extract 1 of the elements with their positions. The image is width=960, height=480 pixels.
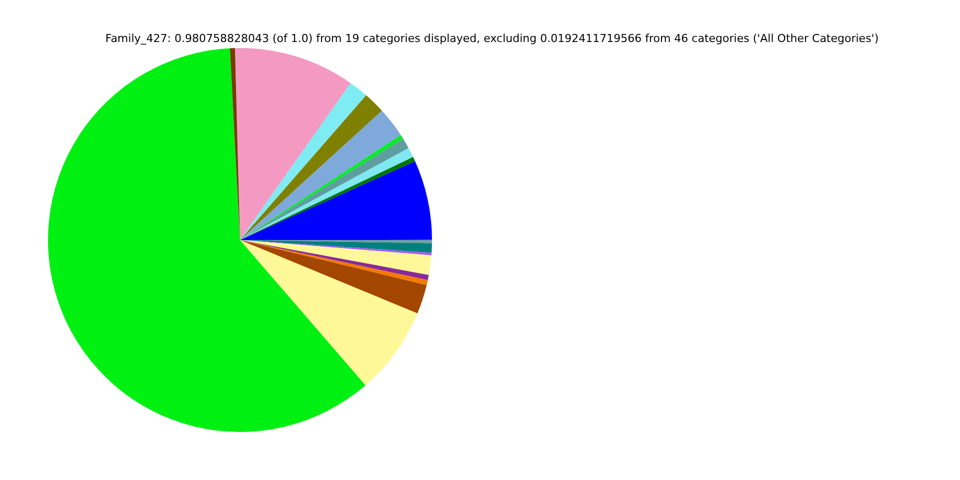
text: Family_427: 0.980758828043 (of 1.0) from 19 categories displayed, excluding 0.0192411719566 from 46 categories ('All Other Categories') bbox=[104, 32, 880, 45]
